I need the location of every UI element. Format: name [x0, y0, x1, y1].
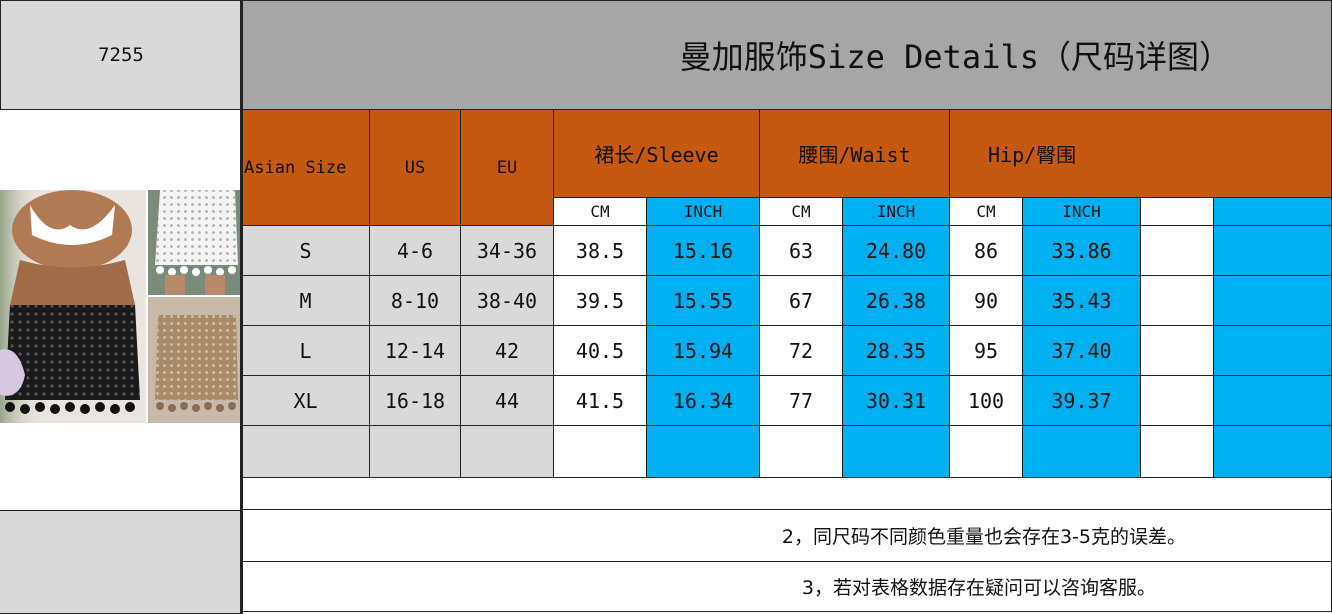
sub-length-cm: CM [554, 198, 647, 226]
table-row-eu: 44 [461, 376, 554, 426]
photo-black-skirt [0, 190, 146, 423]
table-row-hip-cm: 90 [950, 276, 1023, 326]
table-row-empty [554, 426, 647, 478]
table-row-us: 4-6 [370, 226, 461, 276]
table-row-us: 12-14 [370, 326, 461, 376]
table-row-waist-cm: 72 [760, 326, 843, 376]
note-contact: 3，若对表格数据存在疑问可以咨询客服。 [242, 562, 1332, 612]
table-row-waist-cm: 77 [760, 376, 843, 426]
table-row-size: S [242, 226, 370, 276]
sub-blank-1 [1141, 198, 1214, 226]
table-row-empty [370, 426, 461, 478]
product-photo-panel [0, 110, 242, 510]
table-row-blank [1214, 276, 1332, 326]
table-row-blank [1141, 376, 1214, 426]
photo-white-skirt [148, 190, 242, 295]
table-row-len-inch: 15.16 [647, 226, 760, 276]
table-row-eu: 42 [461, 326, 554, 376]
table-row-waist-cm: 63 [760, 226, 843, 276]
table-row-empty [1141, 426, 1214, 478]
sub-hip-cm: CM [950, 198, 1023, 226]
table-row-blank [1214, 326, 1332, 376]
table-row-hip-inch: 39.37 [1023, 376, 1141, 426]
table-row-waist-inch: 30.31 [843, 376, 950, 426]
table-row-len-cm: 39.5 [554, 276, 647, 326]
table-row-len-inch: 16.34 [647, 376, 760, 426]
photo-khaki-skirt [148, 297, 242, 423]
col-us: US [370, 110, 461, 226]
table-row-hip-cm: 86 [950, 226, 1023, 276]
sub-waist-cm: CM [760, 198, 843, 226]
table-row-waist-cm: 67 [760, 276, 843, 326]
page-title: 曼加服饰Size Details（尺码详图） [242, 0, 1332, 110]
product-photos [0, 190, 242, 423]
table-row-blank [1141, 226, 1214, 276]
table-row-hip-cm: 100 [950, 376, 1023, 426]
table-row-hip-inch: 35.43 [1023, 276, 1141, 326]
table-row-us: 16-18 [370, 376, 461, 426]
table-row-len-inch: 15.55 [647, 276, 760, 326]
table-row-empty [950, 426, 1023, 478]
table-row-hip-inch: 37.40 [1023, 326, 1141, 376]
col-waist: 腰围/Waist [760, 110, 950, 198]
table-row-len-cm: 41.5 [554, 376, 647, 426]
table-row-us: 8-10 [370, 276, 461, 326]
table-row-empty [1023, 426, 1141, 478]
footer-left-block [0, 510, 242, 614]
table-row-size: XL [242, 376, 370, 426]
spacer-row [242, 478, 1332, 510]
sub-length-inch: INCH [647, 198, 760, 226]
table-row-empty [760, 426, 843, 478]
table-row-hip-inch: 33.86 [1023, 226, 1141, 276]
table-row-waist-inch: 28.35 [843, 326, 950, 376]
table-row-waist-inch: 26.38 [843, 276, 950, 326]
table-row-empty [843, 426, 950, 478]
table-row-eu: 38-40 [461, 276, 554, 326]
sub-hip-inch: INCH [1023, 198, 1141, 226]
table-row-size: M [242, 276, 370, 326]
table-row-hip-cm: 95 [950, 326, 1023, 376]
table-row-blank [1214, 376, 1332, 426]
table-row-blank [1141, 326, 1214, 376]
table-row-len-cm: 40.5 [554, 326, 647, 376]
table-row-blank [1214, 226, 1332, 276]
col-hip: Hip/臀围 [950, 110, 1332, 198]
table-row-waist-inch: 24.80 [843, 226, 950, 276]
table-row-empty [1214, 426, 1332, 478]
table-row-len-inch: 15.94 [647, 326, 760, 376]
table-row-len-cm: 38.5 [554, 226, 647, 276]
sub-blank-2 [1214, 198, 1332, 226]
style-code: 7255 [0, 0, 242, 110]
table-row-blank [1141, 276, 1214, 326]
col-asian-size: Asian Size [242, 110, 370, 226]
table-row-size: L [242, 326, 370, 376]
sub-waist-inch: INCH [843, 198, 950, 226]
table-row-empty [461, 426, 554, 478]
col-eu: EU [461, 110, 554, 226]
table-row-empty [242, 426, 370, 478]
divider-line [240, 0, 243, 614]
table-row-eu: 34-36 [461, 226, 554, 276]
table-row-empty [647, 426, 760, 478]
col-length: 裙长/Sleeve [554, 110, 760, 198]
note-weight: 2，同尺码不同颜色重量也会存在3-5克的误差。 [242, 510, 1332, 562]
